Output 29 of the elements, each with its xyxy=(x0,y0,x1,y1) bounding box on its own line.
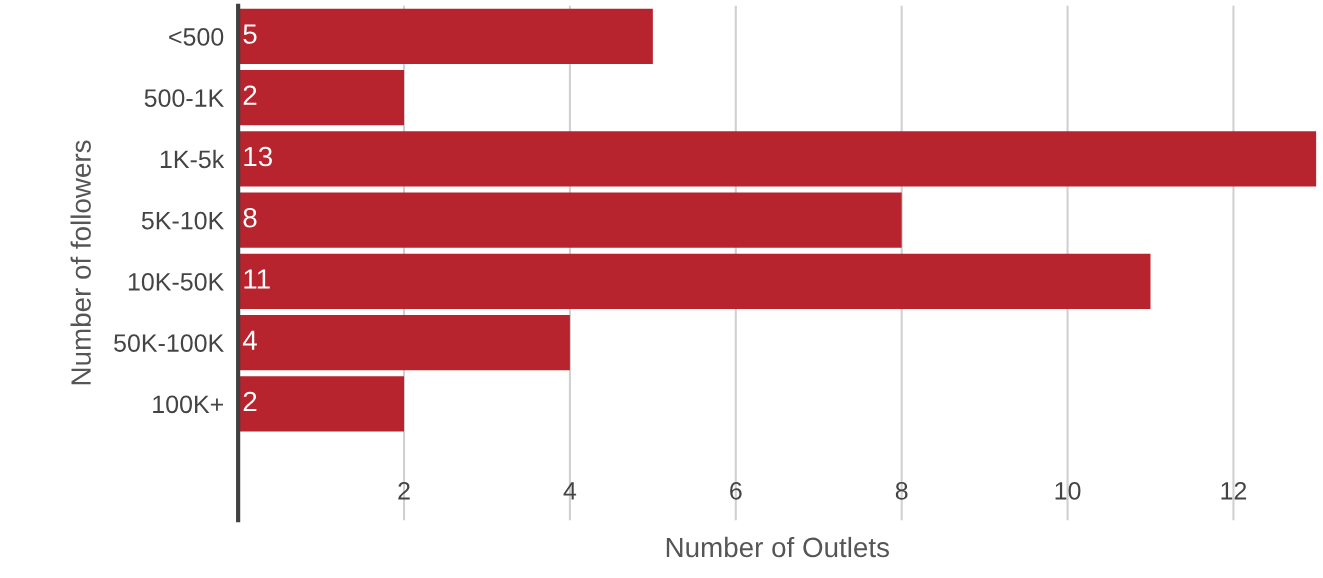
data-label: 4 xyxy=(242,330,257,350)
y-tick-label: 50K-100K xyxy=(114,334,224,352)
data-label: 11 xyxy=(244,269,270,289)
y-tick-label: 500-1K xyxy=(144,89,224,107)
x-tick-label: 4 xyxy=(563,482,577,500)
x-tick-label: 6 xyxy=(730,481,742,500)
bar xyxy=(238,376,405,432)
bar xyxy=(238,8,653,64)
data-label: 2 xyxy=(243,391,257,412)
y-tick-label: 5K-10K xyxy=(141,211,224,230)
y-tick-label: 100K+ xyxy=(153,395,224,414)
y-tick-label: <500 xyxy=(169,28,224,46)
x-axis-title: Number of Outlets xyxy=(666,536,889,558)
y-axis-title: Number of followers xyxy=(70,140,91,385)
bar xyxy=(238,192,902,248)
x-tick-label: 8 xyxy=(895,481,908,500)
bar xyxy=(238,131,1317,187)
data-label: 13 xyxy=(244,146,272,167)
bar xyxy=(238,70,405,126)
x-tick-label: 12 xyxy=(1221,481,1247,500)
data-label: 2 xyxy=(243,85,257,105)
data-label: 8 xyxy=(243,207,257,228)
x-tick-label: 10 xyxy=(1055,481,1081,500)
bar xyxy=(238,253,1151,309)
y-tick-label: 1K-5k xyxy=(160,149,225,169)
bar xyxy=(238,315,570,371)
data-label: 5 xyxy=(243,24,257,44)
y-tick-label: 10K-50K xyxy=(128,272,224,291)
x-tick-label: 2 xyxy=(398,481,410,500)
